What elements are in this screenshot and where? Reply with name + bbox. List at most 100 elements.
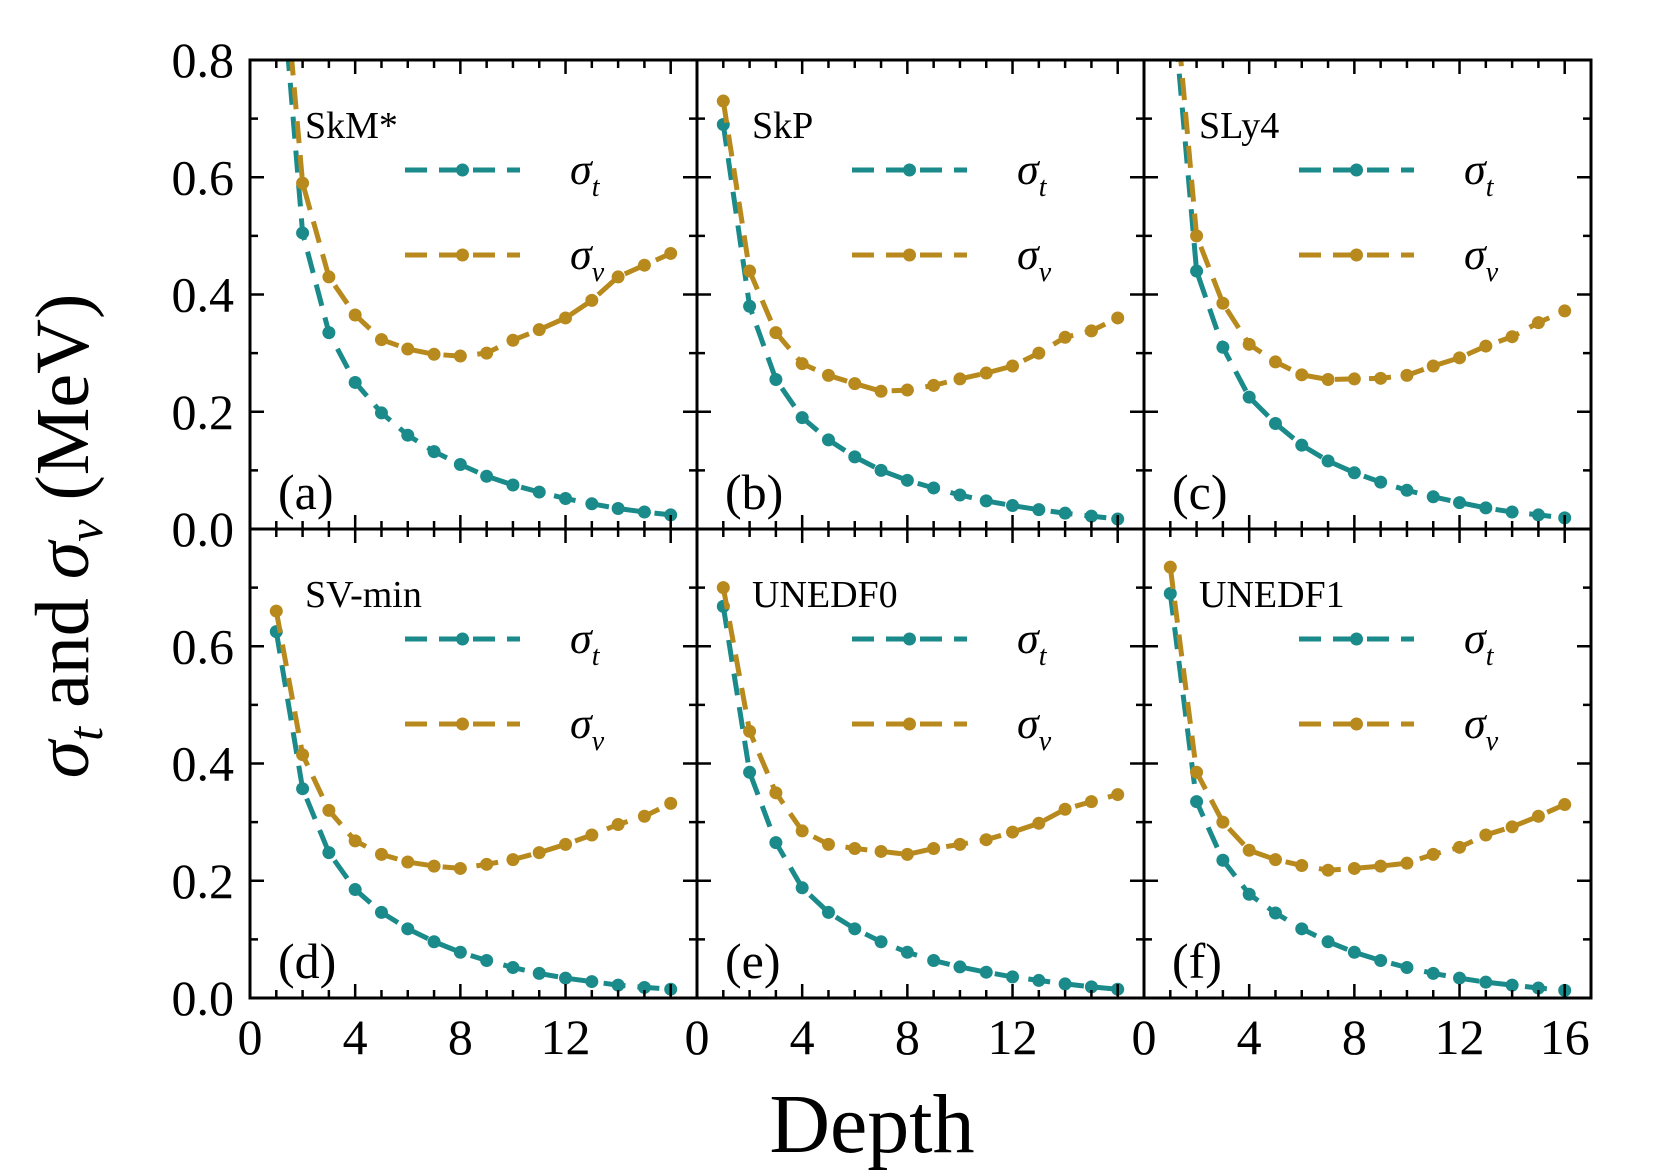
panel-f-sigma-v-line: [1167, 566, 1566, 873]
panel-b-legend-sigma-v-marker: [903, 248, 916, 262]
panel-e-sigma-t-point: [1032, 973, 1046, 987]
panel-d-sigma-t-point: [585, 975, 599, 989]
panel-a-sigma-t-point: [664, 508, 678, 522]
panel-a-y-tick-label: 0.2: [172, 384, 235, 440]
panel-f-sigma-t-point: [1242, 887, 1256, 901]
panel-e-sigma-t-point: [953, 960, 967, 974]
panel-f-sigma-t-point: [1374, 953, 1388, 967]
y-axis-title-sigma-v: σ: [21, 539, 105, 579]
panel-f-sigma-v-point: [1190, 765, 1204, 779]
panel-e-sigma-t-point: [1006, 970, 1020, 984]
panel-f-legend-sigma-t-marker: [1350, 632, 1363, 646]
panel-f-sigma-v-point: [1505, 820, 1519, 834]
panel-c-sigma-t-point: [1347, 466, 1361, 480]
panel-f-sigma-v-point: [1558, 798, 1572, 812]
panel-a-sigma-v-point: [664, 246, 678, 260]
panel-d-sigma-t-line: [273, 631, 671, 992]
panel-c-sigma-t-point: [1426, 490, 1440, 504]
panel-c-sigma-v-point: [1321, 373, 1335, 387]
panel-b-sigma-v-point: [1058, 330, 1072, 344]
panel-b-sigma-v-point: [769, 326, 783, 340]
panel-c-legend-sigma-t-label: σt: [1464, 145, 1495, 203]
y-axis-title-and: and: [21, 579, 105, 727]
panel-e-x-tick-label: 4: [790, 1009, 815, 1065]
panel-f-sigma-t-point: [1453, 971, 1467, 985]
panel-b-sigma-t-point: [769, 373, 783, 387]
panel-d-sigma-t-point: [611, 978, 625, 992]
panel-e-sigma-v-point: [900, 847, 914, 861]
panel-e-sigma-v-point: [795, 824, 809, 838]
panel-b-sigma-v-point: [716, 94, 730, 108]
panel-c-sigma-v-point: [1190, 229, 1204, 243]
panel-f-sigma-v-point: [1242, 843, 1256, 857]
panel-b-sigma-v-point: [953, 372, 967, 386]
panel-a-sigma-v-point: [559, 311, 573, 325]
panel-b-sigma-v-point: [743, 264, 757, 278]
panel-a-sigma-t-point: [348, 375, 362, 389]
panel-d-sigma-t-point: [453, 945, 467, 959]
panel-b-sigma-v-point: [874, 384, 888, 398]
panel-e-sigma-v-point: [979, 833, 993, 847]
panel-d-sigma-v-point: [664, 796, 678, 810]
panel-d-y-tick-label: 0.4: [172, 736, 235, 792]
panel-f-letter-label: (f): [1172, 933, 1222, 989]
panel-a-letter-label: (a): [278, 464, 334, 520]
panel-a-sigma-v-point: [453, 349, 467, 363]
panel-a-sigma-t-point: [585, 497, 599, 511]
panel-b-sigma-t-line: [720, 124, 1118, 522]
panel-e-sigma-t-point: [795, 881, 809, 895]
panel-f-sigma-t-point: [1163, 586, 1177, 600]
panel-d-legend-sigma-v-label: σv: [570, 699, 605, 757]
panel-e-sigma-t-point: [979, 965, 993, 979]
panel-b-sigma-v-line: [720, 100, 1119, 394]
panel-c-sigma-v-point: [1426, 359, 1440, 373]
panel-c-sigma-v-point: [1479, 339, 1493, 353]
panel-c-sigma-t-point: [1453, 496, 1467, 510]
panel-b-sigma-v-point: [900, 383, 914, 397]
panel-f-sigma-v-point: [1400, 856, 1414, 870]
panel-f-sigma-t-point: [1400, 961, 1414, 975]
panel-e-sigma-t-point: [821, 905, 835, 919]
panel-a-sigma-v-point: [532, 323, 546, 337]
panel-f-x-tick-label: 4: [1237, 1009, 1262, 1065]
panel-c-letter-label: (c): [1172, 464, 1228, 520]
panel-b-sigma-v-point: [979, 366, 993, 380]
panel-a-legend-sigma-v-marker: [456, 248, 469, 262]
panel-f-sigma-v-point: [1163, 560, 1177, 574]
panel-a-sigma-t-point: [401, 428, 415, 442]
panel-f-sigma-v-point: [1321, 863, 1335, 877]
panel-b-sigma-t-point: [1032, 503, 1046, 517]
panel-e-sigma-v-point: [716, 581, 730, 595]
panel-b-sigma-t-point: [874, 463, 888, 477]
panels-layer: SkM* (a) σt σv SkP (b) σt σv SLy4 (c) σt σv SV-min (d…: [269, 60, 1572, 997]
panel-d-sigma-t-point: [506, 961, 520, 975]
panel-f-sigma-t-point: [1295, 922, 1309, 936]
panel-c-sigma-v-point: [1505, 330, 1519, 344]
y-axis-title-sigma-t: σ: [21, 738, 105, 778]
y-axis-title: σt and σv (MeV): [21, 294, 113, 779]
panel-d-sigma-t-point: [532, 966, 546, 980]
panel-f-sigma-t-point: [1190, 795, 1204, 809]
panel-d-sigma-v-point: [296, 748, 310, 762]
panel-e-sigma-v-point: [927, 842, 941, 856]
panel-a-sigma-t-point: [637, 505, 651, 519]
panel-e-legend-sigma-t-label: σt: [1017, 614, 1048, 672]
panel-b-letter-label: (b): [725, 464, 783, 520]
panel-f-sigma-t-point: [1479, 975, 1493, 989]
panel-b-legend-sigma-t-label: σt: [1017, 145, 1048, 203]
panel-c-sigma-v-point: [1558, 304, 1572, 318]
panel-b-name-label: SkP: [752, 105, 813, 147]
panel-d-sigma-t-point: [559, 971, 573, 985]
panel-d-sigma-t-point: [401, 922, 415, 936]
panel-a-sigma-v-point: [611, 270, 625, 284]
panel-f-sigma-v-point: [1216, 815, 1230, 829]
panel-b-sigma-t-point: [900, 473, 914, 487]
panel-b-legend-sigma-t-marker: [903, 163, 916, 177]
panel-f: UNEDF1 (f) σt σv: [1163, 560, 1572, 997]
panel-a-legend-sigma-t-label: σt: [570, 145, 601, 203]
panel-d-y-tick-label: 0.0: [172, 970, 235, 1026]
panel-c-sigma-t-point: [1374, 475, 1388, 489]
panel-c-sigma-t-point: [1505, 505, 1519, 519]
panel-d-sigma-v-point: [480, 857, 494, 871]
panel-f-ticks: [1144, 529, 1591, 998]
